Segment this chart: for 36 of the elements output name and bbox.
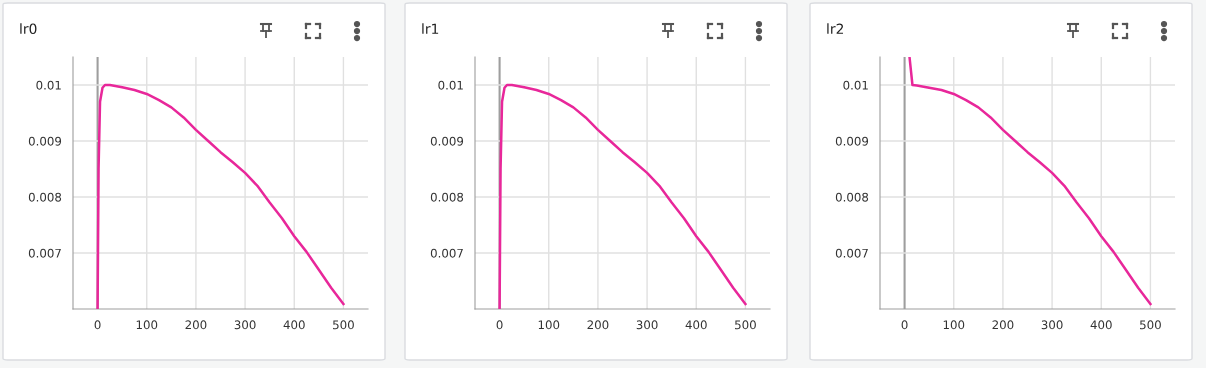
y-tick-label: 0.007	[835, 248, 868, 258]
x-tick-label: 200	[992, 320, 1014, 330]
x-tick-label: 100	[943, 320, 965, 330]
line-series	[908, 57, 1152, 306]
y-tick-label: 0.01	[438, 80, 463, 90]
line-series	[96, 83, 345, 309]
x-tick-label: 100	[538, 320, 560, 330]
y-tick-label: 0.007	[430, 248, 463, 258]
x-tick-label: 200	[587, 320, 609, 330]
x-tick-label: 500	[1140, 320, 1161, 330]
y-tick-label: 0.009	[28, 136, 62, 146]
x-tick-label: 100	[136, 320, 158, 330]
x-tick-label: 300	[636, 320, 658, 330]
x-tick-label: 300	[234, 320, 256, 330]
y-tick-label: 0.01	[36, 80, 61, 90]
y-tick-label: 0.009	[430, 136, 464, 146]
x-tick-label: 500	[333, 320, 354, 330]
x-tick-label: 300	[1041, 320, 1063, 330]
y-tick-label: 0.009	[835, 136, 869, 146]
chart-title: lr1	[422, 23, 439, 34]
y-tick-label: 0.008	[835, 192, 869, 202]
chart-title: lr0	[20, 23, 37, 35]
y-tick-label: 0.01	[843, 80, 868, 90]
x-tick-label: 500	[735, 320, 756, 330]
x-tick-label: 200	[185, 320, 207, 330]
y-tick-label: 0.008	[28, 192, 62, 202]
x-tick-label: 400	[1090, 320, 1112, 330]
chart-title: lr2	[827, 23, 844, 34]
x-tick-label: 0	[496, 320, 503, 330]
x-tick-label: 400	[283, 320, 305, 330]
x-tick-label: 0	[94, 320, 101, 330]
x-tick-label: 0	[901, 320, 908, 330]
x-tick-label: 400	[685, 320, 707, 330]
line-series	[498, 83, 747, 309]
y-tick-label: 0.008	[430, 192, 464, 202]
y-tick-label: 0.007	[28, 248, 61, 258]
